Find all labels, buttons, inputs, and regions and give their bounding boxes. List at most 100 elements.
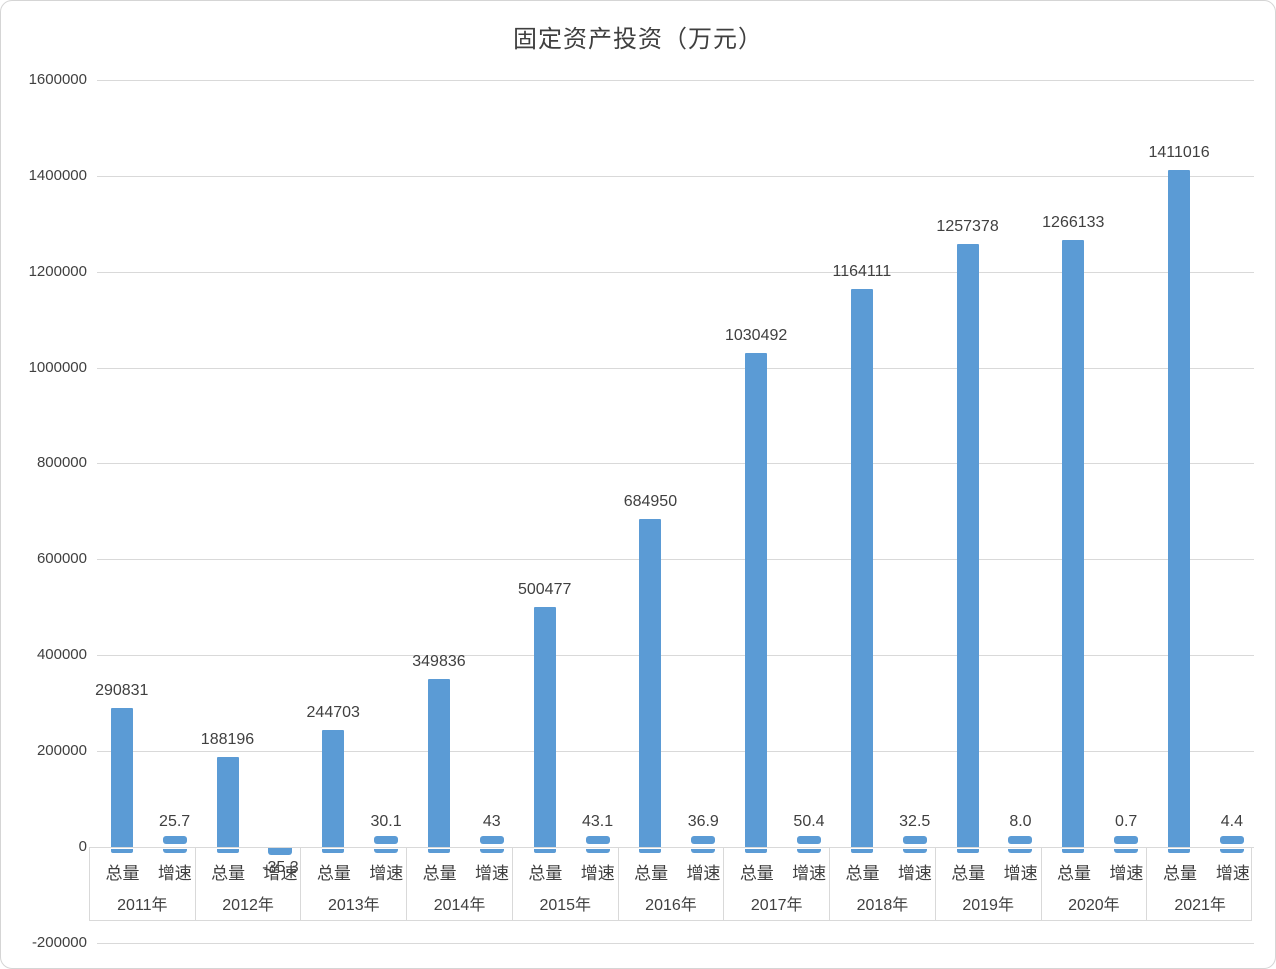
year-label: 2012年 — [222, 897, 274, 914]
data-label-total-2021年: 1411016 — [1148, 144, 1210, 162]
subcategory-label-growth: 增速 — [792, 864, 827, 883]
bar-growth-2016年 — [691, 836, 716, 844]
bar-growth-base-2011年 — [162, 848, 187, 853]
data-label-total-2019年: 1257378 — [936, 218, 999, 236]
category-cell-2015年: 总量 增速 2015年 — [513, 848, 619, 920]
data-label-growth-2017年: 50.4 — [793, 813, 825, 830]
data-label-growth-2020年: 0.7 — [1115, 813, 1138, 830]
bar-growth-2015年 — [585, 836, 610, 844]
data-label-total-2017年: 1030492 — [724, 326, 788, 344]
y-axis-tick-label: 0 — [78, 838, 87, 855]
subcategory-label-growth: 增速 — [1003, 864, 1038, 883]
bar-growth-base-2018年 — [902, 848, 927, 853]
bar-growth-2013年 — [374, 836, 399, 844]
data-label-total-2012年: 188196 — [200, 730, 255, 748]
chart-title: 固定资产投资（万元） — [513, 25, 763, 53]
year-label: 2011年 — [117, 897, 168, 914]
bar-growth-2018年 — [902, 836, 927, 844]
subcategory-label-total: 总量 — [951, 864, 986, 883]
year-label: 2017年 — [750, 897, 803, 914]
subcategory-label-total: 总量 — [634, 864, 669, 883]
subcategory-label-growth: 增速 — [580, 864, 615, 883]
bar-total-2015年 — [533, 607, 556, 847]
year-label: 2020年 — [1068, 897, 1120, 914]
bar-total-base-2018年 — [850, 848, 873, 853]
bar-total-2012年 — [216, 756, 239, 847]
bar-total-2017年 — [745, 352, 768, 847]
data-label-total-2013年: 244703 — [306, 703, 360, 721]
bar-total-base-2017年 — [745, 848, 768, 853]
bar-total-2011年 — [110, 707, 133, 847]
data-label-total-2020年: 1266133 — [1042, 213, 1105, 231]
category-cell-2016年: 总量 增速 2016年 — [619, 848, 725, 920]
data-label-growth-2013年: 30.1 — [370, 813, 402, 830]
year-label: 2019年 — [962, 897, 1014, 914]
subcategory-label-total: 总量 — [316, 864, 351, 883]
y-axis-tick-label: 400000 — [36, 646, 87, 664]
bar-growth-base-2017年 — [797, 848, 821, 853]
gridline-400000 — [97, 655, 1254, 657]
bar-growth-base-2013年 — [374, 848, 399, 853]
bar-total-2020年 — [1062, 239, 1085, 847]
y-axis-tick-label: 600000 — [36, 550, 87, 568]
subcategory-label-total: 总量 — [1056, 864, 1091, 883]
bar-total-base-2013年 — [322, 848, 345, 853]
data-label-total-2014年: 349836 — [412, 653, 466, 671]
bar-growth-base-2015年 — [585, 848, 610, 853]
y-axis-tick-label: 200000 — [36, 742, 87, 760]
category-cell-2011年: 总量 增速 2011年 — [90, 848, 196, 920]
data-label-growth-2018年: 32.5 — [899, 813, 931, 830]
data-label-total-2016年: 684950 — [623, 492, 678, 510]
category-cell-2017年: 总量 增速 2017年 — [724, 848, 831, 920]
year-label: 2018年 — [856, 897, 909, 914]
subcategory-label-total: 总量 — [1163, 864, 1198, 883]
bar-growth-base-2020年 — [1114, 848, 1139, 853]
data-label-growth-2016年: 36.9 — [687, 813, 719, 830]
bar-growth-2017年 — [797, 836, 821, 844]
bar-total-2013年 — [322, 729, 345, 847]
bar-total-base-2014年 — [427, 848, 450, 853]
data-label-total-2018年: 1164111 — [832, 262, 892, 280]
subcategory-label-total: 总量 — [422, 864, 457, 883]
subcategory-label-growth: 增速 — [897, 864, 932, 883]
y-axis-tick-label: 800000 — [36, 454, 87, 472]
data-label-growth-2015年: 43.1 — [581, 813, 614, 830]
bar-growth-2019年 — [1008, 836, 1033, 844]
subcategory-label-total: 总量 — [528, 864, 563, 883]
bar-growth-2011年 — [162, 836, 187, 844]
year-label: 2013年 — [328, 897, 380, 914]
bar-growth-2020年 — [1114, 836, 1139, 844]
year-label: 2014年 — [433, 897, 486, 914]
y-axis-tick-label: 1400000 — [28, 166, 87, 184]
bar-total-2016年 — [639, 518, 662, 847]
gridline--200000 — [97, 942, 1254, 944]
data-label-growth-2014年: 43 — [482, 813, 501, 830]
bar-total-base-2020年 — [1062, 848, 1085, 853]
bar-total-base-2019年 — [956, 848, 979, 853]
year-label: 2015年 — [539, 897, 592, 914]
year-label: 2016年 — [645, 897, 697, 914]
subcategory-label-growth: 增速 — [686, 864, 721, 883]
year-label: 2021年 — [1174, 897, 1226, 914]
bar-total-base-2011年 — [110, 848, 133, 853]
bar-total-2018年 — [850, 288, 873, 847]
subcategory-label-growth: 增速 — [1215, 864, 1250, 883]
bar-total-base-2012年 — [216, 848, 239, 853]
category-cell-2019年: 总量 增速 2019年 — [936, 848, 1042, 920]
bar-growth-2012年 — [268, 847, 293, 855]
bar-total-base-2016年 — [639, 848, 662, 853]
gridline-600000 — [97, 559, 1254, 561]
y-axis-tick-label: 1000000 — [28, 358, 87, 376]
subcategory-label-growth: 增速 — [1109, 864, 1144, 883]
gridline-1600000 — [97, 79, 1254, 81]
data-label-growth-2019年: 8.0 — [1009, 813, 1032, 830]
bar-total-2019年 — [956, 244, 979, 847]
y-axis-tick-label: 1600000 — [28, 70, 87, 88]
bar-growth-base-2014年 — [479, 848, 504, 853]
category-cell-2020年: 总量 增速 2020年 — [1042, 848, 1148, 920]
bar-total-2014年 — [427, 679, 450, 847]
subcategory-label-growth: 增速 — [474, 864, 509, 883]
bar-total-base-2015年 — [533, 848, 556, 853]
gridline-800000 — [97, 463, 1254, 465]
